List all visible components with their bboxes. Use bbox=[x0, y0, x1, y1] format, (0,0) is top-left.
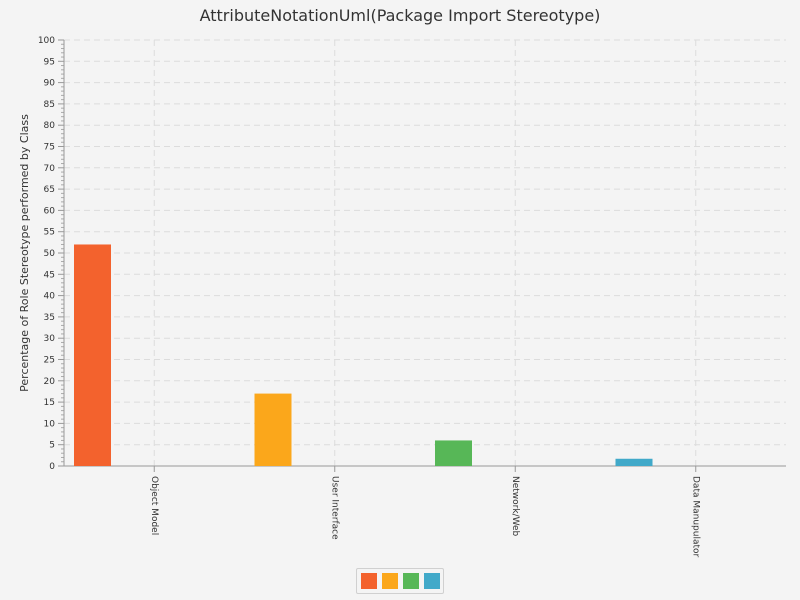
y-tick-label: 55 bbox=[44, 228, 55, 238]
y-tick-label: 70 bbox=[44, 164, 56, 174]
y-tick-label: 75 bbox=[44, 143, 55, 153]
y-axis-title: Percentage of Role Stereotype performed … bbox=[18, 114, 31, 392]
labels: 0 5 10 15 20 25 30 35 40 45 50 55 60 65 70 75 80 85 90 95 10… bbox=[38, 36, 700, 558]
y-tick-label: 30 bbox=[44, 334, 56, 344]
y-tick-label: 95 bbox=[44, 57, 55, 67]
y-tick-label: 10 bbox=[44, 419, 56, 429]
bars bbox=[74, 244, 653, 466]
y-tick-label: 65 bbox=[44, 185, 55, 195]
bar bbox=[615, 458, 653, 466]
x-tick-label: Data Manupulator bbox=[690, 476, 700, 558]
y-tick-label: 20 bbox=[44, 377, 56, 387]
y-tick-label: 40 bbox=[44, 292, 56, 302]
chart-title: AttributeNotationUml(Package Import Ster… bbox=[199, 6, 601, 25]
bar bbox=[435, 440, 472, 466]
y-tick-label: 80 bbox=[44, 121, 56, 131]
y-tick-label: 100 bbox=[38, 36, 55, 46]
legend bbox=[356, 568, 444, 594]
y-tick-label: 5 bbox=[49, 441, 55, 451]
legend-swatch bbox=[360, 573, 377, 589]
x-tick-label: Object Model bbox=[149, 476, 159, 535]
y-tick-label: 25 bbox=[44, 356, 55, 366]
bar bbox=[254, 393, 292, 466]
y-tick-label: 35 bbox=[44, 313, 55, 323]
x-tick-label: User Interface bbox=[329, 476, 339, 540]
y-tick-label: 0 bbox=[49, 462, 55, 472]
grid bbox=[64, 39, 786, 466]
y-tick-label: 90 bbox=[44, 79, 56, 89]
legend-swatch bbox=[381, 573, 398, 589]
y-tick-label: 85 bbox=[44, 100, 55, 110]
y-tick-label: 60 bbox=[44, 206, 56, 216]
axes bbox=[58, 39, 786, 472]
y-tick-label: 15 bbox=[44, 398, 55, 408]
legend-swatch bbox=[423, 573, 440, 589]
y-tick-label: 50 bbox=[44, 249, 56, 259]
y-tick-label: 45 bbox=[44, 270, 55, 280]
bar bbox=[74, 244, 111, 466]
x-tick-label: Network/Web bbox=[510, 476, 520, 537]
legend-swatch bbox=[402, 573, 419, 589]
